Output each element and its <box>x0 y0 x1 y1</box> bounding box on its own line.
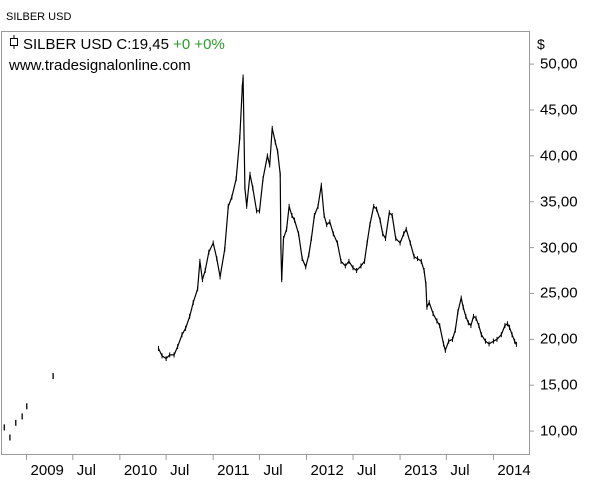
y-tick-label: 25,00 <box>540 284 578 302</box>
y-tick-label: 45,00 <box>540 101 578 119</box>
legend-name: SILBER USD <box>23 36 113 53</box>
x-tick-label: 2009 <box>30 462 64 479</box>
price-series-line <box>157 76 517 360</box>
y-tick-label: 40,00 <box>540 147 578 165</box>
x-tick-label: Jul <box>263 462 283 479</box>
y-tick-label: 35,00 <box>540 193 578 211</box>
x-tick-label: Jul <box>76 462 96 479</box>
y-tick-label: 10,00 <box>540 422 578 440</box>
y-tick-label: 50,00 <box>540 55 578 73</box>
watermark-text: www.tradesignalonline.com <box>9 57 191 74</box>
legend-change-abs: +0 <box>173 36 191 53</box>
currency-label: $ <box>537 36 545 52</box>
y-tick-label: 15,00 <box>540 376 578 394</box>
x-tick-label: 2010 <box>123 462 158 479</box>
x-tick-label: 2011 <box>217 462 250 479</box>
window-title: SILBER USD <box>6 11 72 23</box>
x-tick-label: 2013 <box>404 462 438 479</box>
y-tick-label: 30,00 <box>540 239 578 257</box>
plot-area[interactable] <box>1 31 530 455</box>
x-tick-label: 2014 <box>497 462 531 479</box>
legend-change-pct: +0% <box>194 36 225 53</box>
x-tick-label: Jul <box>170 462 190 479</box>
x-tick-label: 2012 <box>310 462 344 479</box>
x-tick-label: Jul <box>450 462 470 479</box>
chart-legend[interactable]: SILBER USD C:19,45 +0 +0% <box>9 35 225 53</box>
y-tick-label: 20,00 <box>540 330 578 348</box>
candle-icon <box>9 35 19 53</box>
legend-close: C:19,45 <box>116 36 169 53</box>
x-tick-label: Jul <box>357 462 377 479</box>
